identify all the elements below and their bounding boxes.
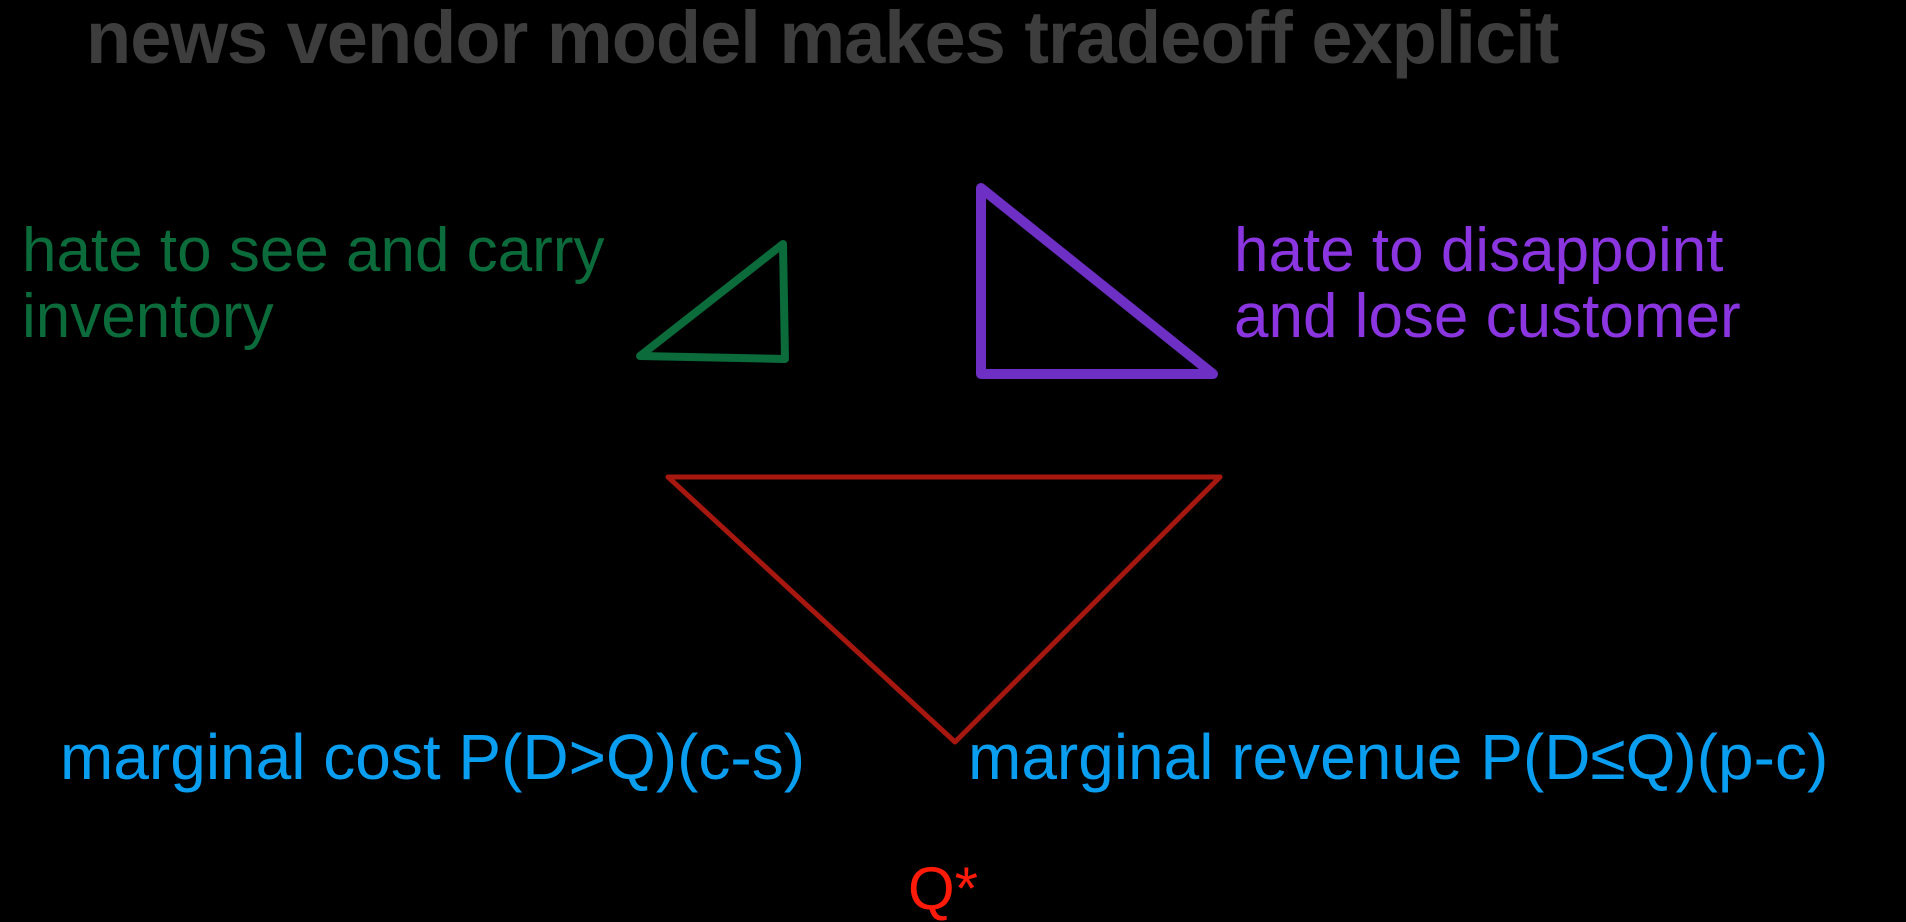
marginal-revenue-prefix: marginal revenue P(D: [968, 721, 1591, 793]
marginal-cost-label: marginal cost P(D>Q)(c-s): [60, 721, 805, 793]
inventory-cost-line-2: inventory: [22, 282, 274, 351]
marginal-revenue-label: marginal revenue P(D≤Q)(p-c): [968, 722, 1828, 792]
green-triangle: [636, 240, 789, 363]
inventory-cost-label: hate to see and carry inventory: [22, 218, 604, 350]
marginal-revenue-suffix: Q)(p-c): [1625, 721, 1829, 793]
lost-customer-label: hate to disappoint and lose customer: [1234, 218, 1741, 350]
lost-customer-line-2: and lose customer: [1234, 282, 1741, 351]
slide-title: news vendor model makes tradeoff explici…: [86, 0, 1559, 79]
less-or-equal-symbol: ≤: [1590, 721, 1626, 793]
purple-triangle: [976, 183, 1218, 379]
inventory-cost-line-1: hate to see and carry: [22, 216, 605, 285]
red-inverted-triangle: [665, 474, 1223, 745]
optimal-quantity-label: Q*: [908, 855, 979, 922]
lost-customer-line-1: hate to disappoint: [1234, 216, 1724, 285]
